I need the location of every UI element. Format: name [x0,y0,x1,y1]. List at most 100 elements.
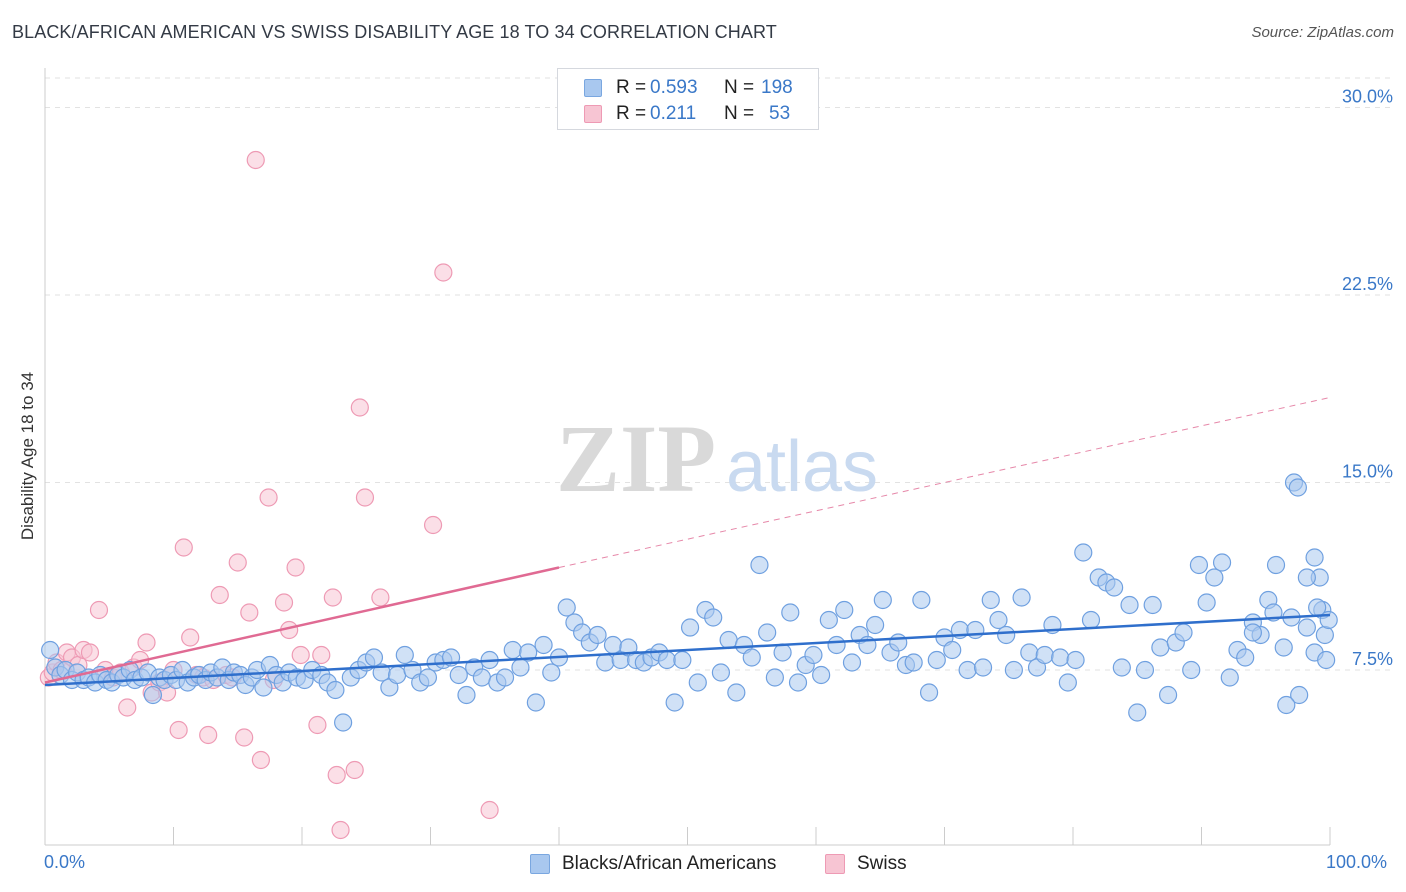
swiss-point [118,698,137,717]
black-point [758,623,777,642]
swiss-point [274,593,294,612]
swiss-point [240,603,259,622]
black-point [334,713,353,732]
black-point [1143,595,1162,615]
black-point [1058,673,1077,692]
black-point [1020,643,1039,662]
black-point [973,658,993,677]
black-point [773,643,792,662]
black-points [41,473,1338,732]
black-point [927,650,946,670]
n-value: 53 [769,103,791,124]
black-point [542,663,561,682]
trend-lines [44,397,1331,687]
black-point [673,650,692,670]
swiss-point [235,728,254,747]
swiss-point [80,643,100,662]
black-point [449,665,468,685]
black-point [1317,650,1336,670]
swiss-point [259,488,278,507]
black-point [387,665,407,685]
y-tick-label: 15.0% [1342,462,1393,482]
black-point [866,615,885,635]
legend-swatch-swiss [584,105,602,123]
series-legend: Blacks/African Americans Swiss [0,852,1406,878]
y-tick-label: 7.5% [1352,649,1393,669]
black-point [603,635,623,655]
black-point [912,590,931,610]
black-point [395,645,414,665]
black-point [704,608,723,627]
black-point [827,635,846,655]
swiss-points [39,150,499,840]
black-point [1266,555,1286,575]
black-point [989,610,1008,630]
black-point [904,653,923,672]
swiss-point [331,820,350,840]
swiss-point [434,263,453,282]
swiss-point [308,715,327,735]
axes [44,68,1331,846]
black-point [997,625,1016,645]
r-label: R = [616,77,647,98]
black-point [1297,618,1316,637]
black-point [1120,595,1139,615]
black-point [1174,623,1193,642]
black-point [688,673,707,692]
x-axis-min-label: 0.0% [44,852,86,872]
black-point [1290,685,1309,705]
n-label: N = [724,103,755,124]
y-tick-label: 22.5% [1342,274,1393,294]
black-point [1074,543,1093,562]
black-point [41,640,60,660]
black-point [1308,598,1327,617]
swiss-point [210,585,229,605]
black-point [1205,568,1224,587]
legend-swatch-black [584,79,602,97]
swiss-point [169,720,188,740]
legend-label-swiss: Swiss [857,853,907,874]
black-point [804,645,823,665]
swiss-point [291,645,310,665]
black-point [943,640,962,660]
black-point [418,668,438,687]
black-point [812,665,831,685]
source-label: Source: ZipAtlas.com [1251,24,1394,41]
swiss-point [228,553,247,572]
legend-swatch-black [530,854,550,874]
black-point [596,653,615,672]
black-point [657,650,677,670]
black-point [457,685,476,705]
y-tick-labels: 7.5% 15.0% 22.5% 30.0% [1342,87,1393,670]
black-point [819,610,838,630]
black-point [1066,650,1085,670]
black-point [254,678,273,697]
y-tick-label: 30.0% [1342,87,1393,107]
grid-lines [45,77,1393,671]
swiss-trend-line [44,566,560,684]
black-point [143,685,163,705]
black-point [711,663,731,682]
black-point [326,680,345,700]
black-point [1274,638,1293,657]
r-value: 0.593 [650,77,698,98]
watermark-zip: ZIP [556,405,716,512]
black-point [1135,660,1155,680]
black-point [842,653,862,672]
swiss-point [286,558,305,577]
legend-row-swiss: R = 0.211 N = 53 [558,101,818,127]
black-point [534,635,553,655]
black-point [1004,660,1023,680]
black-point [1197,593,1216,612]
swiss-point [327,765,346,785]
swiss-point [355,488,375,507]
swiss-point [480,800,499,820]
black-point [719,630,738,650]
black-point [1158,685,1178,705]
watermark-atlas: atlas [726,427,878,507]
black-point [1081,610,1101,630]
black-point [1297,568,1316,587]
black-point [364,648,384,667]
black-point [1112,658,1131,677]
